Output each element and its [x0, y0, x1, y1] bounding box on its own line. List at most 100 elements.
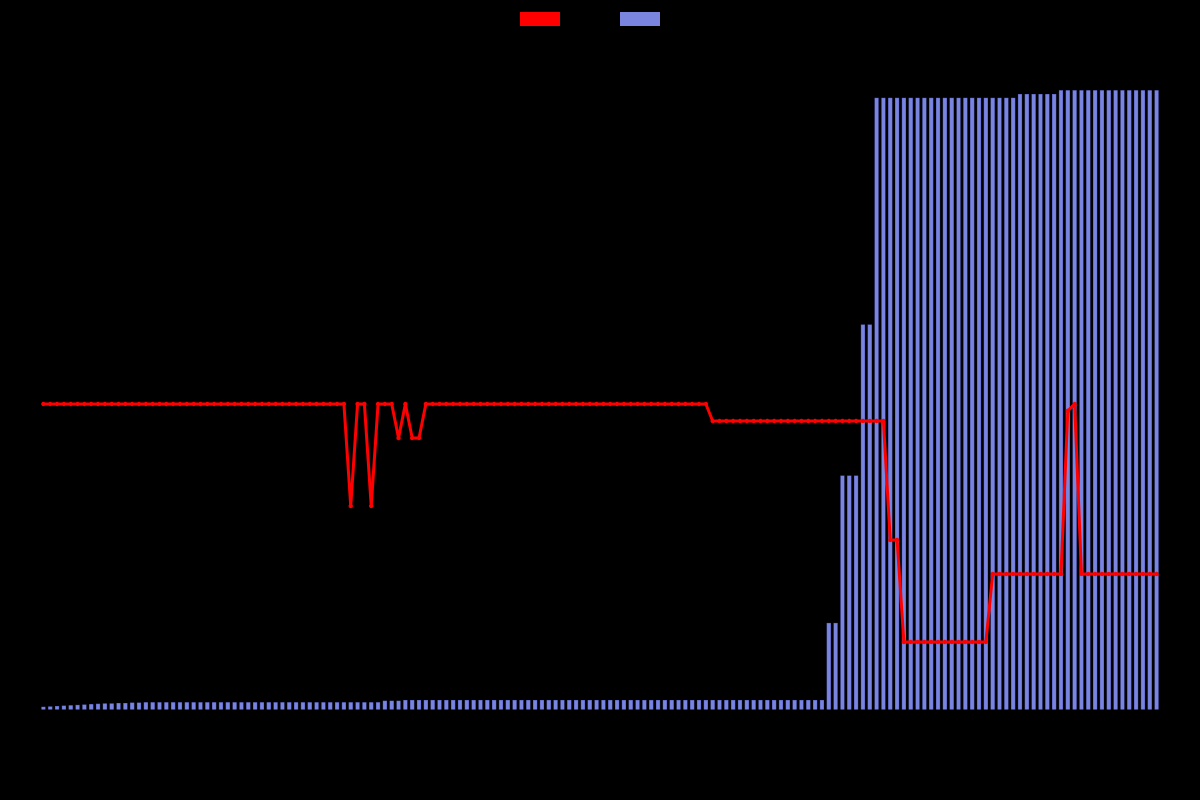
- line-marker: [383, 402, 387, 406]
- bar: [185, 702, 189, 710]
- bar: [581, 700, 585, 710]
- line-marker: [1079, 572, 1083, 576]
- line-marker: [1059, 572, 1063, 576]
- bar: [663, 700, 667, 710]
- line-marker: [642, 402, 646, 406]
- line-marker: [232, 402, 236, 406]
- line-marker: [89, 402, 93, 406]
- bar: [745, 700, 749, 710]
- bar: [547, 700, 551, 710]
- line-marker: [950, 640, 954, 644]
- bar: [554, 700, 558, 710]
- line-marker: [1052, 572, 1056, 576]
- bar: [970, 98, 974, 710]
- bar: [199, 702, 203, 710]
- line-marker: [601, 402, 605, 406]
- bar: [738, 700, 742, 710]
- bar: [779, 700, 783, 710]
- left-tick-label: 80: [20, 433, 32, 445]
- bar: [841, 476, 845, 710]
- bar: [246, 702, 250, 710]
- line-marker: [308, 402, 312, 406]
- line-marker: [724, 419, 728, 423]
- line-marker: [984, 640, 988, 644]
- line-marker: [328, 402, 332, 406]
- bar: [574, 700, 578, 710]
- line-marker: [779, 419, 783, 423]
- line-marker: [506, 402, 510, 406]
- line-marker: [895, 538, 899, 542]
- bar: [1018, 94, 1022, 710]
- bar: [144, 702, 148, 710]
- line-marker: [335, 402, 339, 406]
- bar: [103, 704, 107, 710]
- bar: [636, 700, 640, 710]
- bar: [827, 623, 831, 710]
- bar: [1039, 94, 1043, 710]
- line-marker: [205, 402, 209, 406]
- line-marker: [62, 402, 66, 406]
- bar: [820, 700, 824, 710]
- right-tick-label: 0: [1168, 705, 1174, 717]
- bar: [718, 700, 722, 710]
- line-marker: [492, 402, 496, 406]
- line-marker: [471, 402, 475, 406]
- bar: [854, 476, 858, 710]
- bar: [96, 704, 100, 710]
- bar: [622, 700, 626, 710]
- bar: [847, 476, 851, 710]
- line-marker: [465, 402, 469, 406]
- line-marker: [1127, 572, 1131, 576]
- line-marker: [553, 402, 557, 406]
- bar: [451, 700, 455, 710]
- right-tick-label: 2 000: [1168, 554, 1196, 566]
- line-marker: [943, 640, 947, 644]
- bar: [629, 700, 633, 710]
- line-marker: [1086, 572, 1090, 576]
- bar: [806, 700, 810, 710]
- line-marker: [594, 402, 598, 406]
- right-tick-label: 7 000: [1168, 176, 1196, 188]
- bar: [376, 702, 380, 710]
- line-marker: [1011, 572, 1015, 576]
- bar: [137, 703, 141, 710]
- bar: [834, 623, 838, 710]
- line-marker: [260, 402, 264, 406]
- line-marker: [731, 419, 735, 423]
- line-marker: [137, 402, 141, 406]
- bar: [62, 706, 66, 710]
- line-marker: [96, 402, 100, 406]
- bar: [349, 702, 353, 710]
- bar: [240, 702, 244, 710]
- line-marker: [239, 402, 243, 406]
- bar: [957, 98, 961, 710]
- right-tick-label: 9 000: [1168, 25, 1196, 37]
- bar: [643, 700, 647, 710]
- line-marker: [314, 402, 318, 406]
- bar: [1025, 94, 1029, 710]
- bar: [479, 700, 483, 710]
- bar: [520, 700, 524, 710]
- line-marker: [1141, 572, 1145, 576]
- line-marker: [806, 419, 810, 423]
- bar: [683, 700, 687, 710]
- line-marker: [1018, 572, 1022, 576]
- bar: [595, 700, 599, 710]
- bar: [1155, 90, 1159, 710]
- bar: [772, 700, 776, 710]
- line-marker: [526, 402, 530, 406]
- line-marker: [362, 402, 366, 406]
- bar: [363, 702, 367, 710]
- left-tick-label: 40: [20, 569, 32, 581]
- bar: [1080, 90, 1084, 710]
- bar: [731, 700, 735, 710]
- bar: [977, 98, 981, 710]
- bar: [936, 98, 940, 710]
- line-marker: [956, 640, 960, 644]
- line-marker: [861, 419, 865, 423]
- line-marker: [792, 419, 796, 423]
- bar: [1121, 90, 1125, 710]
- right-tick-label: 5 000: [1168, 327, 1196, 339]
- right-tick-label: 8 000: [1168, 101, 1196, 113]
- line-marker: [697, 402, 701, 406]
